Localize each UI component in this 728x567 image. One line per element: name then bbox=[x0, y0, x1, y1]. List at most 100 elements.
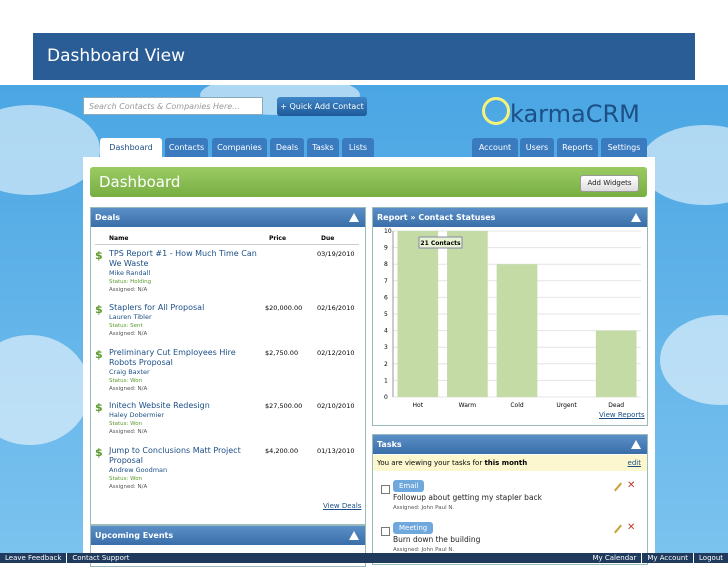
quick-add-button[interactable]: + Quick Add Contact bbox=[277, 97, 367, 116]
deal-contact[interactable]: Mike Randall bbox=[109, 269, 151, 277]
task-type: Email bbox=[393, 480, 425, 492]
nav-tab[interactable]: Tasks bbox=[307, 138, 339, 157]
bar bbox=[595, 330, 637, 397]
y-tick-label: 8 bbox=[384, 261, 388, 268]
task-text: Followup about getting my stapler back bbox=[393, 493, 543, 502]
annotation-box bbox=[418, 236, 463, 249]
x-tick-label: Dead bbox=[608, 402, 624, 409]
dollar-icon: $ bbox=[95, 446, 103, 459]
column-label: Due bbox=[321, 235, 335, 242]
add-widgets-button[interactable]: Add Widgets bbox=[580, 175, 639, 192]
deal-assigned: Assigned: N/A bbox=[109, 484, 148, 490]
deal-due: 02/16/2010 bbox=[317, 304, 355, 312]
deals-panel: Deals View Deals Name Price Due $ TPS Report… bbox=[90, 207, 366, 525]
title: Deals bbox=[95, 213, 120, 222]
deal-info: Preliminary Cut Employees Hire Robots Pr… bbox=[109, 348, 265, 393]
logo: karmaCRM bbox=[510, 100, 640, 128]
deal-price: $27,500.00 bbox=[265, 402, 303, 410]
view-reports[interactable]: View Reports bbox=[599, 411, 645, 419]
task-filter: You are viewing your tasks for this mont… bbox=[373, 455, 647, 471]
nav-tab[interactable]: Users bbox=[520, 138, 554, 157]
title: Tasks bbox=[377, 440, 402, 449]
collapse[interactable] bbox=[631, 440, 641, 449]
edit-icon[interactable] bbox=[614, 482, 622, 492]
title: Report » Contact Statuses bbox=[377, 213, 496, 222]
deal-name[interactable]: Initech Website Redesign bbox=[109, 401, 210, 410]
y-tick-label: 2 bbox=[384, 361, 388, 368]
x-tick-label: Warm bbox=[459, 402, 477, 409]
deal-contact[interactable]: Andrew Goodman bbox=[109, 466, 168, 474]
panel-header: Upcoming Events bbox=[91, 526, 365, 545]
task-assigned: Assigned: John Paul N. bbox=[393, 547, 455, 553]
column-header: Name Price Due bbox=[95, 234, 359, 245]
deal-status: Status: Holding bbox=[109, 279, 152, 285]
view-deals[interactable]: View Deals bbox=[323, 502, 362, 510]
deal-assigned: Assigned: N/A bbox=[109, 386, 148, 392]
deal-price: $2,750.00 bbox=[265, 349, 299, 357]
deal-name[interactable]: Staplers for All Proposal bbox=[109, 303, 205, 312]
nav-tab[interactable]: Companies bbox=[212, 138, 267, 157]
y-tick-label: 0 bbox=[384, 394, 388, 401]
collapse[interactable] bbox=[631, 213, 641, 222]
footer-link[interactable]: My Account bbox=[641, 553, 693, 563]
deal-status: Status: Sent bbox=[109, 323, 143, 329]
edit-icon[interactable] bbox=[614, 524, 622, 534]
label: Quick Add Contact bbox=[289, 102, 364, 111]
nav-tab[interactable]: Dashboard bbox=[100, 138, 162, 157]
y-tick-label: 10 bbox=[384, 228, 392, 235]
checkbox[interactable] bbox=[381, 485, 390, 494]
collapse[interactable] bbox=[349, 531, 359, 540]
y-tick-label: 3 bbox=[384, 344, 388, 351]
deal-assigned: Assigned: N/A bbox=[109, 429, 148, 435]
y-tick-label: 7 bbox=[384, 278, 388, 285]
footer-link[interactable]: Leave Feedback bbox=[5, 554, 62, 562]
deal-due: 02/12/2010 bbox=[317, 349, 355, 357]
deal-info: Staplers for All Proposal Lauren Tibler St… bbox=[109, 303, 265, 338]
annotation: 21 Contacts bbox=[420, 240, 461, 247]
edit[interactable]: edit bbox=[627, 459, 641, 467]
deal-due: 01/13/2010 bbox=[317, 447, 355, 455]
deal-contact[interactable]: Haley Dobermier bbox=[109, 411, 165, 419]
nav-tab[interactable]: Lists bbox=[342, 138, 374, 157]
period: this month bbox=[484, 459, 528, 467]
footer-link[interactable]: Logout bbox=[693, 553, 728, 563]
search-box[interactable]: Search Contacts & Companies Here... bbox=[83, 97, 263, 115]
y-tick-label: 5 bbox=[384, 311, 388, 318]
dollar-icon: $ bbox=[95, 249, 103, 262]
deal-name[interactable]: Jump to Conclusions Matt Project Proposa… bbox=[109, 446, 241, 465]
deal-due: 02/10/2010 bbox=[317, 402, 355, 410]
dollar-icon: $ bbox=[95, 348, 103, 361]
column-label: Price bbox=[269, 235, 287, 242]
deal-assigned: Assigned: N/A bbox=[109, 331, 148, 337]
nav-tab[interactable]: Account bbox=[472, 138, 518, 157]
deal-name[interactable]: TPS Report #1 - How Much Time Can We Was… bbox=[109, 249, 257, 268]
checkbox[interactable] bbox=[381, 527, 390, 536]
nav-tab[interactable]: Contacts bbox=[165, 138, 208, 157]
task-text: Burn down the building bbox=[393, 535, 481, 544]
task-assigned: Assigned: John Paul N. bbox=[393, 505, 455, 511]
deal-info: TPS Report #1 - How Much Time Can We Was… bbox=[109, 249, 265, 294]
y-tick-label: 4 bbox=[384, 328, 388, 335]
page-title: Dashboard bbox=[90, 167, 647, 197]
task: Meeting Burn down the building Assigned: J… bbox=[373, 522, 647, 558]
deal-name[interactable]: Preliminary Cut Employees Hire Robots Pr… bbox=[109, 348, 236, 367]
tasks-panel: Tasks You are viewing your tasks for thi… bbox=[372, 434, 648, 565]
nav-tab[interactable]: Deals bbox=[270, 138, 304, 157]
task: Email Followup about getting my stapler b… bbox=[373, 480, 647, 516]
bar bbox=[496, 264, 538, 397]
collapse[interactable] bbox=[349, 213, 359, 222]
nav-tab[interactable]: Settings bbox=[601, 138, 647, 157]
deal-contact[interactable]: Craig Baxter bbox=[109, 368, 150, 376]
delete-icon[interactable]: ✕ bbox=[627, 522, 636, 533]
delete-icon[interactable]: ✕ bbox=[627, 480, 636, 491]
footer-link[interactable]: My Calendar bbox=[592, 554, 637, 562]
footer-link[interactable]: Contact Support bbox=[66, 553, 134, 563]
deal-info: Jump to Conclusions Matt Project Proposa… bbox=[109, 446, 265, 491]
dollar-icon: $ bbox=[95, 401, 103, 414]
bar bbox=[447, 231, 488, 397]
y-tick-label: 1 bbox=[384, 377, 388, 384]
nav-tab[interactable]: Reports bbox=[557, 138, 598, 157]
deal-contact[interactable]: Lauren Tibler bbox=[109, 313, 152, 321]
report-panel: Report » Contact Statuses 0 1 2 3 4 5 6 7 8 9 10 Ho… bbox=[372, 207, 648, 426]
